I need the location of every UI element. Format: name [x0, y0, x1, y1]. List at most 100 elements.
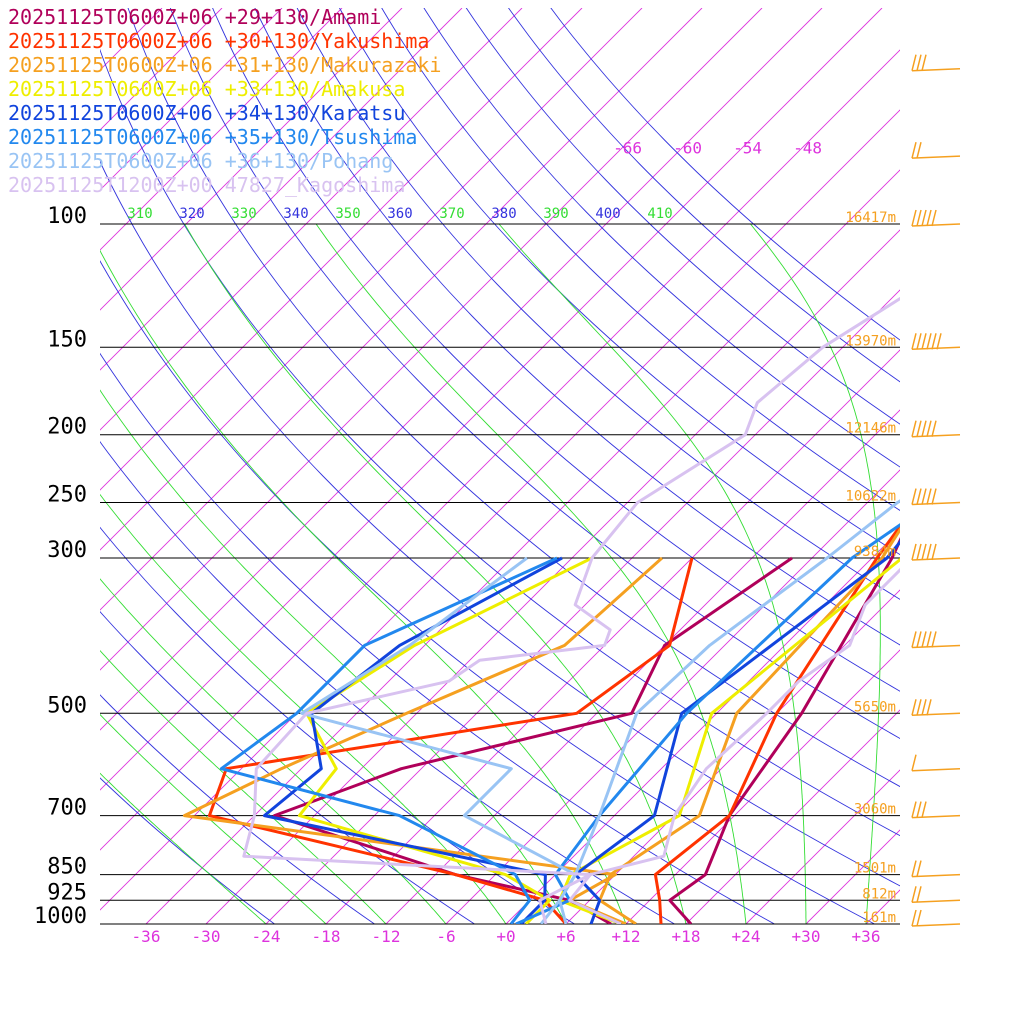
isotherm-line — [100, 8, 463, 371]
wind-barb-flag — [926, 333, 932, 350]
pressure-label: 150 — [47, 327, 87, 352]
dry-adiabat-line — [550, 8, 900, 341]
isotherm-line — [926, 8, 1024, 924]
legend-entry: 20251125T0600Z+06 +29+130/Amami — [8, 5, 381, 29]
x-tick-label: +36 — [852, 927, 881, 946]
wind-barb-flag — [921, 333, 927, 350]
wind-barb-flag — [916, 699, 922, 716]
wind-barb-staff — [911, 767, 961, 772]
legend-entry: 20251125T1200Z+00 47827_Kagoshima — [8, 173, 405, 197]
wind-barb-flag — [911, 860, 917, 877]
height-label: 12146m — [845, 421, 896, 437]
dry-adiabat-line — [100, 48, 900, 837]
wind-barb-flag — [911, 488, 917, 505]
wind-barb-flag — [926, 543, 932, 561]
height-label: 10622m — [845, 489, 896, 505]
wind-barb-staff — [911, 223, 961, 227]
temperature-profile — [653, 523, 900, 924]
x-tick-label: -36 — [132, 927, 161, 946]
pressure-label: 850 — [47, 855, 87, 880]
dry-adiabat-line — [423, 8, 900, 468]
isotherm-line — [100, 8, 823, 731]
wind-barb-staff — [911, 346, 961, 351]
x-tick-label: +6 — [556, 927, 575, 946]
wind-barb-flag — [936, 333, 942, 350]
isotherm-line — [100, 8, 583, 491]
dry-adiabat-line — [338, 8, 900, 556]
wind-barb-flag — [911, 420, 917, 437]
x-tick-label: -12 — [372, 927, 401, 946]
dewpoint-profile — [300, 556, 577, 924]
isotherm-line — [745, 769, 900, 924]
wind-barb-staff — [911, 644, 961, 649]
wind-barb-staff — [911, 814, 961, 819]
isotherm-label: -48 — [793, 138, 822, 157]
isotherm-line — [265, 289, 900, 924]
dry-adiabat-line — [100, 160, 900, 887]
dewpoint-profile — [219, 556, 558, 924]
wind-barb-flag — [911, 543, 917, 561]
wind-barb-flag — [911, 909, 917, 927]
wind-barb-flag — [916, 543, 922, 561]
wind-barb-staff — [911, 873, 961, 878]
temperature-profile — [558, 499, 900, 924]
wind-barb-staff — [911, 67, 961, 72]
legend-entry: 20251125T0600Z+06 +36+130/Pohang — [8, 149, 393, 173]
pressure-label: 300 — [47, 538, 87, 563]
isotherm-line — [100, 109, 900, 911]
temperature-profile — [573, 539, 900, 924]
wind-barb-flag — [926, 631, 932, 648]
dry-adiabat-line — [100, 526, 575, 924]
x-tick-label: +24 — [732, 927, 761, 946]
isotherm-label: -54 — [733, 138, 762, 157]
isotherm-line — [986, 8, 1024, 924]
isotherm-line — [100, 8, 403, 311]
isotherm-line — [625, 649, 900, 924]
pressure-label: 925 — [47, 880, 87, 905]
isotherm-line — [100, 8, 643, 551]
isotherm-line — [685, 709, 900, 924]
wind-barbs — [911, 54, 961, 927]
isotherm-lines — [100, 8, 1024, 924]
theta-label: 370 — [439, 206, 464, 222]
theta-label: 410 — [647, 206, 672, 222]
dry-adiabat-line — [100, 694, 375, 924]
temperature-profile — [668, 536, 900, 924]
legend-entry: 20251125T0600Z+06 +33+130/Amakusa — [8, 77, 405, 101]
wind-barb-flag — [916, 141, 922, 159]
isotherm-line — [100, 8, 523, 431]
isotherm-line — [145, 169, 900, 924]
x-tick-label: +30 — [792, 927, 821, 946]
wind-barb-staff — [911, 155, 961, 159]
wind-barb-flag — [921, 209, 927, 227]
x-tick-label: -18 — [312, 927, 341, 946]
dewpoint-profile — [207, 557, 694, 924]
wind-barb-flag — [916, 54, 922, 71]
wind-barb-flag — [916, 801, 922, 818]
moist-adiabat-lines — [100, 223, 881, 924]
isotherm-line — [205, 229, 900, 924]
dewpoint-profile — [297, 556, 593, 924]
wind-barb-flag — [921, 801, 927, 818]
sounding-profiles — [182, 296, 900, 924]
legend: 20251125T0600Z+06 +29+130/Amami20251125T… — [8, 5, 441, 197]
pressure-label: 1000 — [34, 904, 87, 929]
isotherm-line — [325, 349, 900, 924]
wind-barb-flag — [931, 631, 937, 648]
height-label: 13970m — [845, 333, 896, 349]
wind-barb-flag — [926, 420, 932, 437]
wind-barb-flag — [911, 631, 917, 648]
height-label: 1501m — [854, 861, 896, 877]
wind-barb-flag — [911, 699, 917, 716]
isotherm-line — [100, 49, 900, 851]
wind-barb-flag — [921, 543, 927, 561]
dewpoint-profile — [262, 556, 563, 924]
dry-adiabat-line — [100, 352, 775, 924]
legend-entry: 20251125T0600Z+06 +30+130/Yakushima — [8, 29, 429, 53]
isotherm-line — [505, 529, 900, 924]
wind-barb-flag — [911, 141, 917, 159]
wind-barb-flag — [931, 209, 937, 227]
wind-barb-staff — [911, 501, 961, 506]
